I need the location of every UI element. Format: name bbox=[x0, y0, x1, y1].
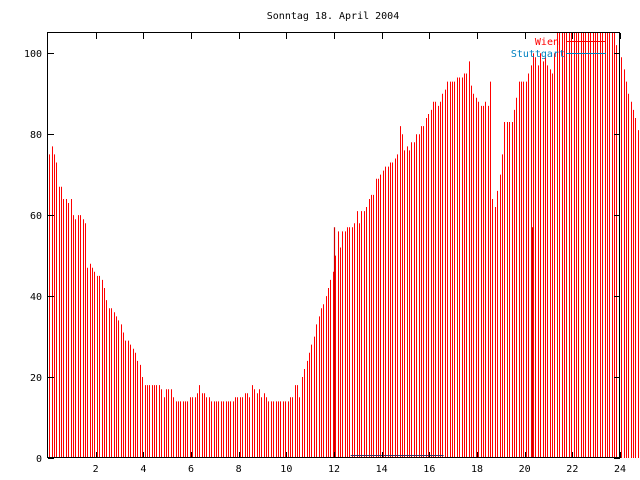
x-tick-label: 8 bbox=[236, 464, 242, 475]
overlay-marks bbox=[333, 227, 534, 458]
x-tick-labels: 2 4 6 8 10 12 14 16 18 20 22 24 bbox=[93, 464, 626, 475]
legend: Wien Stuttgart bbox=[511, 37, 606, 60]
legend-label-wien: Wien bbox=[535, 37, 559, 48]
x-tick-label: 2 bbox=[93, 464, 99, 475]
axis-ticks bbox=[48, 33, 621, 459]
y-tick-label: 40 bbox=[30, 292, 42, 303]
y-tick-labels: 0 20 40 60 80 100 bbox=[24, 49, 42, 465]
y-tick-label: 80 bbox=[30, 130, 42, 141]
legend-label-stuttgart: Stuttgart bbox=[511, 49, 565, 60]
x-tick-label: 22 bbox=[566, 464, 578, 475]
x-tick-label: 24 bbox=[614, 464, 626, 475]
x-tick-label: 6 bbox=[188, 464, 194, 475]
x-tick-label: 12 bbox=[328, 464, 340, 475]
x-tick-label: 20 bbox=[519, 464, 531, 475]
x-tick-label: 10 bbox=[280, 464, 292, 475]
x-tick-label: 18 bbox=[471, 464, 483, 475]
y-tick-label: 100 bbox=[24, 49, 42, 60]
wien-bars bbox=[49, 33, 639, 458]
y-tick-label: 20 bbox=[30, 373, 42, 384]
x-tick-label: 16 bbox=[423, 464, 435, 475]
x-tick-label: 4 bbox=[140, 464, 146, 475]
y-tick-label: 60 bbox=[30, 211, 42, 222]
y-tick-label: 0 bbox=[36, 454, 42, 465]
chart-title: Sonntag 18. April 2004 bbox=[267, 11, 399, 22]
x-tick-label: 14 bbox=[376, 464, 388, 475]
plot-frame bbox=[47, 32, 620, 458]
